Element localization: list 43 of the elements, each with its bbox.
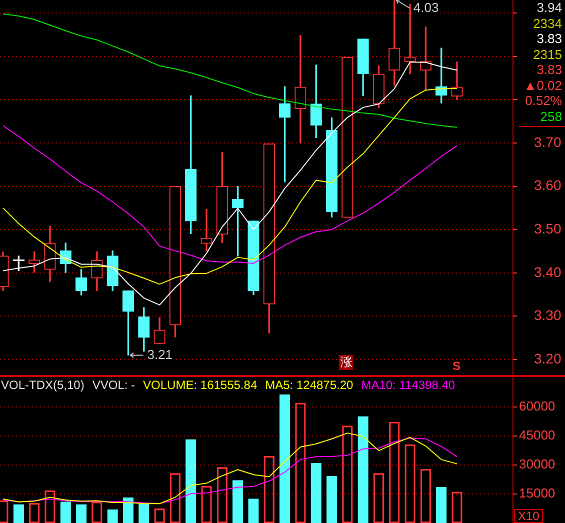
bar xyxy=(13,504,24,523)
annotation: 3.21 xyxy=(146,347,174,364)
text: MA10: 114398.40 xyxy=(361,378,456,392)
bar xyxy=(279,394,290,523)
y-tick-label: 45000 xyxy=(519,428,556,443)
text: ▲0.02 xyxy=(522,78,563,93)
text: 258 xyxy=(539,108,563,124)
bar xyxy=(248,498,259,523)
candlestick xyxy=(294,35,306,144)
y-tick-label: 3.60 xyxy=(534,177,562,194)
y-tick-label: 15000 xyxy=(519,486,556,501)
chart-title: VOL-TDX(5,10) xyxy=(1,378,84,392)
text: 2334 xyxy=(532,16,563,31)
bar xyxy=(76,504,87,523)
bar xyxy=(186,439,196,523)
bar xyxy=(232,480,244,523)
bar xyxy=(436,486,447,523)
bar xyxy=(310,462,322,523)
text: 3.94 xyxy=(536,0,563,16)
y-axis-title: X10 xyxy=(514,509,544,523)
text: 3.83 xyxy=(536,62,563,78)
annotation: 涨 xyxy=(339,355,354,370)
bar xyxy=(138,504,150,523)
text: MA5: 124875.20 xyxy=(265,378,354,392)
text: 0.52% xyxy=(524,93,563,108)
text: 2315 xyxy=(532,46,563,62)
y-tick-label: 3.40 xyxy=(534,264,562,280)
annotation: 4.03 xyxy=(412,0,440,16)
y-tick-label: 3.50 xyxy=(534,220,562,236)
y-tick-label: 3.70 xyxy=(534,134,562,150)
y-tick-label: 60000 xyxy=(519,398,556,414)
annotation: VOLUME: 161555.84 xyxy=(143,378,258,392)
y-tick-label: 30000 xyxy=(519,456,556,472)
candlestick xyxy=(200,208,212,252)
text: 3.83 xyxy=(536,31,563,46)
bar xyxy=(60,502,71,523)
y-tick-label: 3.20 xyxy=(534,350,562,366)
bar xyxy=(326,476,338,523)
bar xyxy=(358,416,368,523)
annotation: VVOL: - xyxy=(92,378,136,392)
bar xyxy=(122,498,134,523)
y-tick-label: 3.30 xyxy=(534,307,562,324)
annotation: S xyxy=(452,359,462,374)
